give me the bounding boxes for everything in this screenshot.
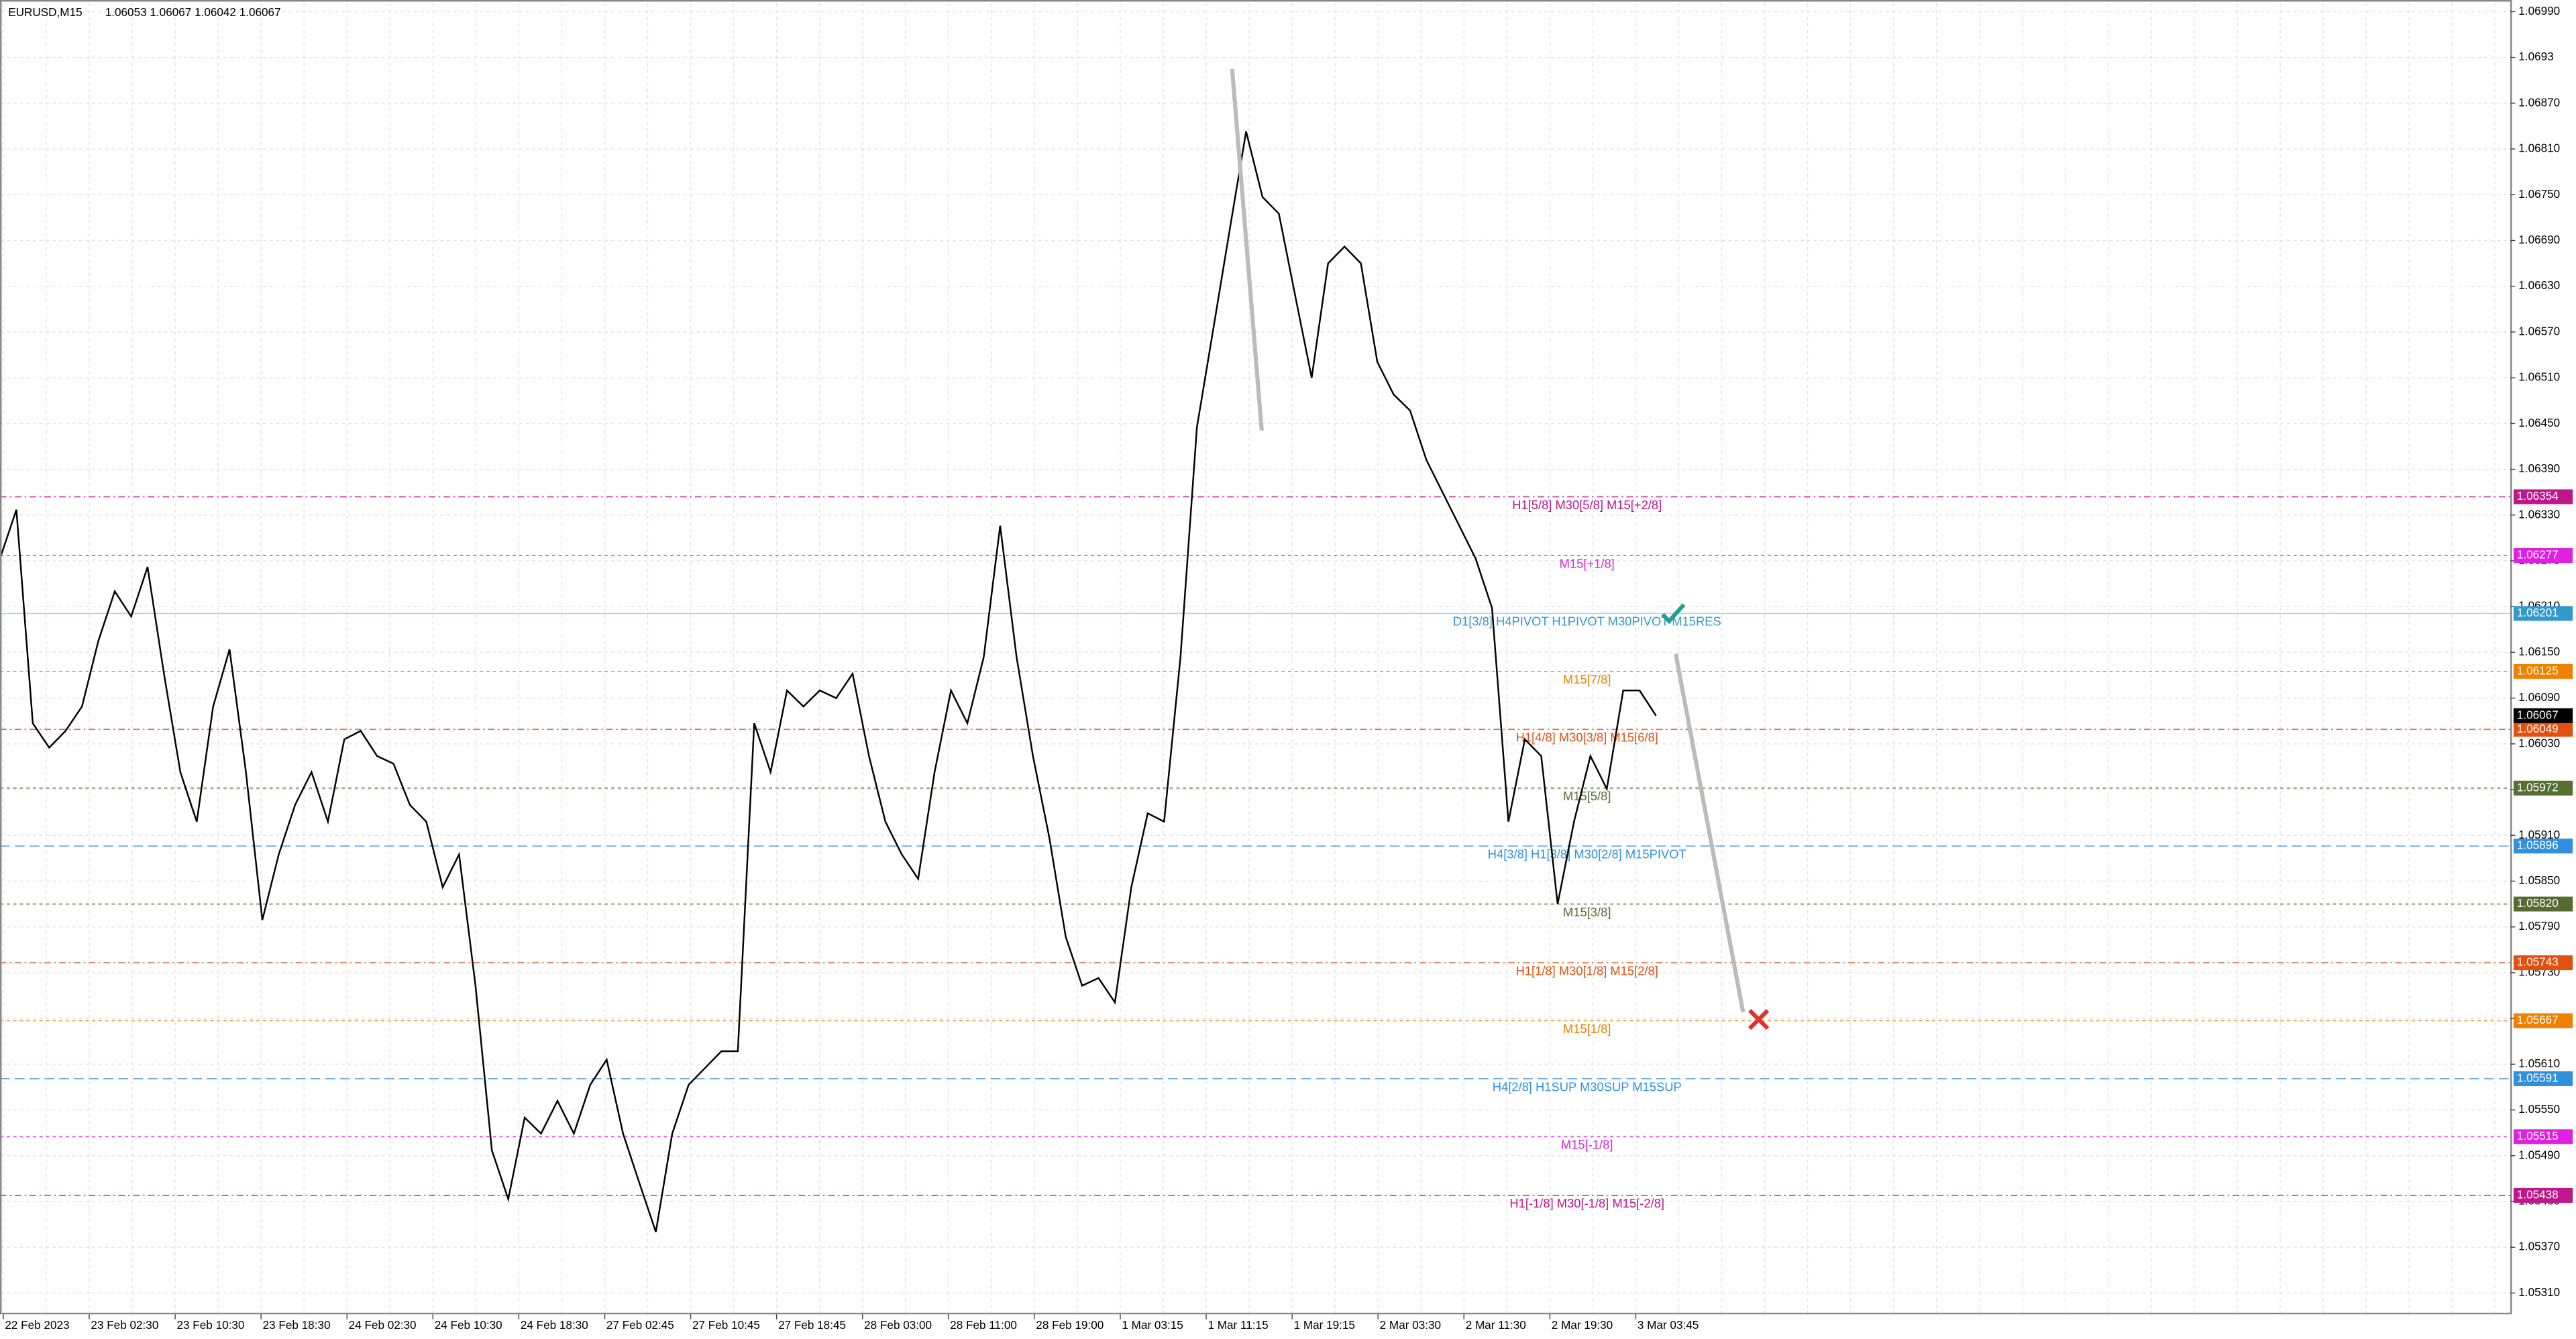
price-tag-label: 1.05667 bbox=[2517, 1013, 2559, 1026]
y-tick-label: 1.05490 bbox=[2518, 1148, 2560, 1161]
grid bbox=[0, 3, 2511, 1315]
level-label: H4[2/8] H1SUP M30SUP M15SUP bbox=[1493, 1079, 1682, 1093]
level-label: M15[-1/8] bbox=[1561, 1138, 1613, 1152]
price-tag-label: 1.06354 bbox=[2517, 489, 2559, 502]
price-tag bbox=[2513, 896, 2573, 912]
y-tick-label: 1.06570 bbox=[2518, 324, 2560, 337]
y-tick-label: 1.06450 bbox=[2518, 416, 2560, 429]
level-label: H4[3/8] H1[3/8] M30[2/8] M15PIVOT bbox=[1488, 847, 1686, 861]
plot bbox=[0, 131, 1657, 1232]
price-tag-label: 1.06201 bbox=[2517, 606, 2559, 619]
level-label: M15[1/8] bbox=[1563, 1022, 1611, 1036]
price-tag-label: 1.06049 bbox=[2517, 722, 2559, 735]
price-tag-label: 1.05591 bbox=[2517, 1071, 2559, 1084]
x-tick-label: 3 Mar 03:45 bbox=[1638, 1318, 1699, 1332]
price-tag bbox=[2513, 1129, 2573, 1144]
y-tick-label: 1.06750 bbox=[2518, 187, 2560, 201]
y-tick-label: 1.06150 bbox=[2518, 645, 2560, 658]
x-tick-label: 23 Feb 02:30 bbox=[91, 1318, 158, 1332]
price-tag bbox=[2513, 780, 2573, 796]
check-icon bbox=[1661, 603, 1686, 625]
y-tick-label: 1.05910 bbox=[2518, 828, 2560, 841]
price-tag bbox=[2513, 1187, 2573, 1203]
y-tick-label: 1.06810 bbox=[2518, 142, 2560, 155]
level-label: D1[3/8] H4PIVOT H1PIVOT M30PIVOT M15RES bbox=[1453, 614, 1721, 629]
level-label: M15[7/8] bbox=[1563, 672, 1611, 686]
x-tick-label: 1 Mar 19:15 bbox=[1294, 1318, 1355, 1332]
y-tick-label: 1.06390 bbox=[2518, 462, 2560, 475]
price-tag bbox=[2513, 722, 2573, 737]
price-tag bbox=[2513, 1071, 2573, 1086]
y-tick-label: 1.05310 bbox=[2518, 1285, 2560, 1299]
price-tag bbox=[2513, 606, 2573, 621]
price-tag bbox=[2513, 955, 2573, 971]
price-tag-label: 1.05972 bbox=[2517, 780, 2559, 794]
x-tick-label: 24 Feb 02:30 bbox=[349, 1318, 417, 1332]
x-tick-label: 28 Feb 03:00 bbox=[864, 1318, 932, 1332]
quote: 1.06053 1.06067 1.06042 1.06067 bbox=[105, 5, 281, 19]
y-tick-label: 1.05550 bbox=[2518, 1102, 2560, 1116]
current-price-label: 1.06067 bbox=[2517, 708, 2559, 721]
y-tick-label: 1.06330 bbox=[2518, 507, 2560, 521]
x-tick-label: 23 Feb 10:30 bbox=[177, 1318, 245, 1332]
price-tag-label: 1.05515 bbox=[2517, 1129, 2559, 1142]
price-tag bbox=[2513, 548, 2573, 564]
price-tag-label: 1.05896 bbox=[2517, 839, 2559, 852]
price-tag-label: 1.05743 bbox=[2517, 955, 2559, 969]
plot-frame bbox=[0, 0, 2512, 1315]
cross-icon bbox=[1748, 1009, 1770, 1030]
y-tick-label: 1.06870 bbox=[2518, 95, 2560, 109]
price-tag-label: 1.06125 bbox=[2517, 663, 2559, 677]
y-tick-label: 1.05370 bbox=[2518, 1240, 2560, 1253]
level-label: H1[5/8] M30[5/8] M15[+2/8] bbox=[1512, 498, 1662, 512]
symbol: EURUSD,M15 bbox=[8, 5, 82, 19]
level-label: M15[5/8] bbox=[1563, 789, 1611, 803]
y-tick-label: 1.06510 bbox=[2518, 370, 2560, 384]
x-tick-label: 24 Feb 18:30 bbox=[521, 1318, 588, 1332]
price-tag bbox=[2513, 1013, 2573, 1028]
y-tick-label: 1.06690 bbox=[2518, 233, 2560, 246]
x-tick-label: 24 Feb 10:30 bbox=[435, 1318, 502, 1332]
y-tick-label: 1.06030 bbox=[2518, 736, 2560, 749]
y-tick-label: 1.05610 bbox=[2518, 1057, 2560, 1070]
y-tick-label: 1.06090 bbox=[2518, 690, 2560, 704]
level-label: M15[+1/8] bbox=[1560, 556, 1615, 570]
x-tick-label: 1 Mar 11:15 bbox=[1208, 1318, 1268, 1332]
x-tick-label: 27 Feb 18:45 bbox=[778, 1318, 846, 1332]
x-tick-label: 2 Mar 19:30 bbox=[1552, 1318, 1613, 1332]
x-tick-label: 22 Feb 2023 bbox=[5, 1318, 69, 1332]
trend-arrow bbox=[1230, 68, 1264, 431]
x-tick-label: 28 Feb 11:00 bbox=[950, 1318, 1017, 1332]
price-tag-label: 1.06277 bbox=[2517, 548, 2559, 561]
y-tick-label: 1.05850 bbox=[2518, 873, 2560, 887]
price-tag bbox=[2513, 839, 2573, 854]
y-tick-label: 1.0693 bbox=[2518, 50, 2553, 63]
y-tick-label: 1.05790 bbox=[2518, 919, 2560, 932]
price-tag-label: 1.05820 bbox=[2517, 896, 2559, 910]
level-label: H1[4/8] M30[3/8] M15[6/8] bbox=[1516, 731, 1658, 745]
levels: H1[5/8] M30[5/8] M15[+2/8] M15[+1/8] D1[3/… bbox=[0, 496, 2511, 1210]
price-tag bbox=[2513, 663, 2573, 679]
axis: 1.06990 1.0693 1.06870 1.06810 1.06750 1.0669… bbox=[3, 4, 2573, 1332]
x-tick-label: 2 Mar 03:30 bbox=[1380, 1318, 1441, 1332]
x-tick-label: 27 Feb 02:45 bbox=[606, 1318, 674, 1332]
price-tag bbox=[2513, 489, 2573, 504]
level-label: H1[-1/8] M30[-1/8] M15[-2/8] bbox=[1509, 1196, 1664, 1210]
forecast-arrow bbox=[1673, 653, 1746, 1013]
x-tick-label: 23 Feb 18:30 bbox=[263, 1318, 331, 1332]
price-line bbox=[0, 131, 1657, 1232]
x-tick-label: 28 Feb 19:00 bbox=[1036, 1318, 1104, 1332]
x-tick-label: 1 Mar 03:15 bbox=[1122, 1318, 1183, 1332]
level-label: H1[1/8] M30[1/8] M15[2/8] bbox=[1516, 963, 1658, 977]
price-tag-label: 1.05438 bbox=[2517, 1187, 2559, 1201]
current-price-tag bbox=[2513, 708, 2573, 723]
x-tick-label: 2 Mar 11:30 bbox=[1466, 1318, 1526, 1332]
y-tick-label: 1.06990 bbox=[2518, 4, 2560, 17]
x-tick-label: 27 Feb 10:45 bbox=[692, 1318, 760, 1332]
level-label: M15[3/8] bbox=[1563, 905, 1611, 919]
y-tick-label: 1.06630 bbox=[2518, 278, 2560, 292]
